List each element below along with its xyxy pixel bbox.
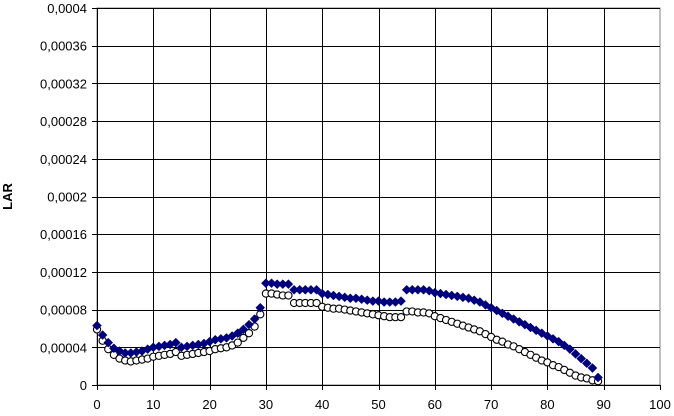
y-tick-label: 0 <box>80 378 87 393</box>
y-tick-label: 0,0004 <box>47 1 87 16</box>
data-point-diamond <box>249 314 260 324</box>
data-point-diamond <box>559 340 570 351</box>
data-point-circle <box>233 338 242 347</box>
data-point-diamond <box>103 337 114 348</box>
series-layer <box>92 278 603 386</box>
data-point-diamond <box>587 363 598 373</box>
y-tick-label: 0,00012 <box>40 265 87 280</box>
series-1 <box>92 278 603 383</box>
grid-layer <box>96 7 661 386</box>
data-point-circle <box>244 329 254 338</box>
data-point-diamond <box>576 353 587 364</box>
data-point-diamond <box>570 349 581 359</box>
data-point-circle <box>171 347 180 357</box>
x-tick-label: 80 <box>540 397 554 412</box>
x-tick-label: 60 <box>428 397 442 412</box>
y-tick-label: 0,00028 <box>40 114 87 129</box>
data-point-diamond <box>97 330 108 340</box>
x-tick-label: 100 <box>649 397 671 412</box>
x-tick-label: 10 <box>146 397 160 412</box>
data-point-circle <box>239 333 248 343</box>
y-tick-label: 0,00008 <box>40 303 87 318</box>
data-point-diamond <box>565 344 575 355</box>
series-2 <box>92 289 603 386</box>
x-tick-label: 30 <box>259 397 273 412</box>
data-point-diamond <box>170 337 181 348</box>
y-tick-label: 0,00024 <box>40 152 87 167</box>
x-tick-label: 70 <box>484 397 498 412</box>
x-tick-label: 90 <box>596 397 610 412</box>
data-point-diamond <box>232 328 243 339</box>
data-point-diamond <box>255 302 266 313</box>
data-point-circle <box>284 291 293 300</box>
data-point-diamond <box>283 279 294 290</box>
data-point-circle <box>312 298 321 308</box>
y-tick-label: 0,0002 <box>47 190 87 205</box>
y-tick-label: 0,00032 <box>40 76 87 91</box>
x-tick-label: 50 <box>371 397 385 412</box>
axes-layer <box>92 8 661 390</box>
y-tick-label: 0,00004 <box>40 340 87 355</box>
x-tick-label: 0 <box>93 397 100 412</box>
x-tick-label: 20 <box>202 397 216 412</box>
data-point-diamond <box>238 324 249 335</box>
y-tick-label: 0,00036 <box>40 39 87 54</box>
data-point-diamond <box>311 284 322 295</box>
data-point-diamond <box>92 320 102 331</box>
plot-area-border <box>96 7 661 386</box>
x-tick-label: 40 <box>315 397 329 412</box>
data-point-diamond <box>396 296 406 306</box>
data-point-diamond <box>244 319 254 330</box>
data-point-diamond <box>593 372 603 383</box>
y-axis-title: LAR <box>0 183 15 210</box>
y-tick-label: 0,00016 <box>40 227 87 242</box>
labels-layer: 0 10 20 30 40 50 60 70 80 90 100 0 0,00004 0,00008 0,0… <box>40 1 671 412</box>
data-point-diamond <box>553 336 564 347</box>
data-point-circle <box>396 312 406 322</box>
data-point-diamond <box>581 358 592 369</box>
